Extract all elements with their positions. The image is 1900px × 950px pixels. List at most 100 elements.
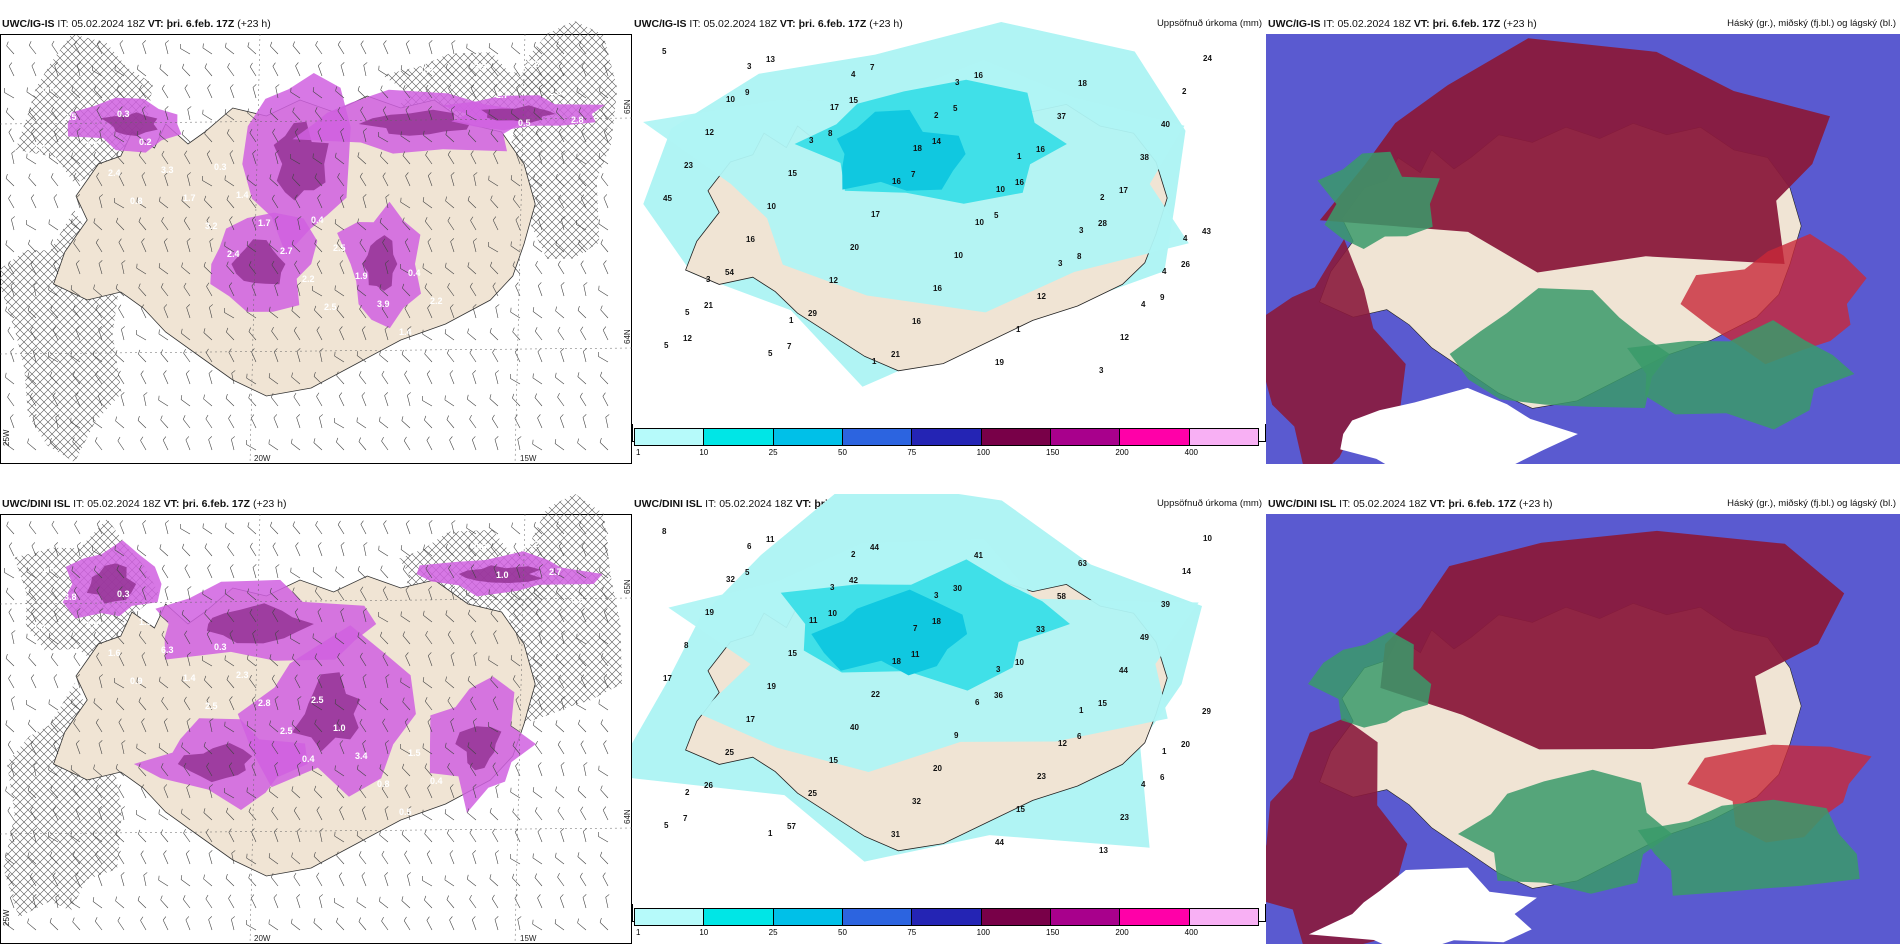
wind-barb bbox=[492, 696, 499, 711]
barb-staff bbox=[450, 241, 455, 253]
barb-flag bbox=[269, 654, 272, 659]
barb-staff bbox=[114, 69, 125, 77]
barb-staff bbox=[115, 420, 125, 429]
wind-barb bbox=[402, 85, 411, 99]
barb-staff bbox=[250, 897, 257, 909]
barb-staff bbox=[204, 67, 213, 77]
barb-staff bbox=[202, 47, 213, 55]
barb-flag bbox=[183, 216, 187, 221]
wind-barb bbox=[296, 414, 301, 429]
wind-barb bbox=[48, 832, 59, 843]
barb-staff bbox=[405, 43, 411, 55]
barb-staff bbox=[48, 637, 59, 645]
wind-value-label: 1.5 bbox=[408, 748, 421, 758]
barb-staff bbox=[139, 568, 147, 579]
barb-staff bbox=[312, 703, 323, 711]
barb-flag bbox=[445, 544, 448, 549]
barb-flag bbox=[96, 106, 100, 111]
wind-barb bbox=[292, 41, 301, 55]
barb-flag bbox=[402, 151, 405, 156]
barb-flag bbox=[138, 631, 142, 636]
wind-barb bbox=[50, 305, 59, 319]
barb-staff bbox=[95, 308, 103, 319]
barb-flag bbox=[489, 328, 492, 333]
barb-flag bbox=[203, 394, 205, 399]
barb-flag bbox=[605, 414, 610, 418]
barb-flag bbox=[48, 699, 50, 704]
barb-staff bbox=[360, 44, 367, 55]
barb-flag bbox=[426, 436, 430, 441]
wind-barb bbox=[225, 42, 235, 55]
wind-barb bbox=[378, 612, 389, 623]
barb-flag bbox=[293, 326, 297, 331]
wind-barb bbox=[209, 718, 214, 733]
barb-flag bbox=[272, 608, 276, 613]
barb-staff bbox=[598, 637, 609, 645]
wind-barb bbox=[337, 520, 345, 535]
wind-barb bbox=[27, 372, 37, 385]
barb-flag bbox=[268, 853, 271, 858]
wind-barb bbox=[337, 652, 345, 667]
barb-flag bbox=[576, 220, 578, 225]
barb-flag bbox=[600, 371, 603, 377]
barb-staff bbox=[98, 263, 103, 275]
barb-staff bbox=[556, 45, 565, 55]
barb-flag bbox=[450, 238, 454, 242]
barb-flag bbox=[513, 62, 517, 68]
barb-flag bbox=[598, 633, 601, 638]
wind-barb bbox=[469, 828, 477, 843]
barb-flag bbox=[225, 522, 227, 528]
barb-flag bbox=[114, 65, 116, 70]
wind-barb bbox=[313, 372, 323, 385]
wind-barb bbox=[271, 740, 279, 755]
wind-barb bbox=[534, 807, 543, 821]
barb-flag bbox=[99, 128, 104, 132]
precip-value-label: 17 bbox=[1119, 186, 1128, 195]
barb-flag bbox=[532, 919, 534, 925]
barb-staff bbox=[600, 243, 609, 253]
barb-flag bbox=[205, 414, 209, 420]
wind-barb bbox=[578, 239, 587, 253]
wind-barb bbox=[136, 197, 147, 209]
barb-staff bbox=[580, 197, 587, 209]
barb-staff bbox=[53, 197, 59, 209]
barb-staff bbox=[357, 288, 367, 297]
barb-staff bbox=[361, 809, 367, 821]
barb-staff bbox=[115, 768, 125, 777]
precip-value-label: 32 bbox=[912, 797, 921, 806]
barb-flag bbox=[246, 440, 248, 445]
barb-flag bbox=[271, 740, 275, 746]
barb-staff bbox=[469, 352, 477, 363]
wind-barb bbox=[469, 348, 477, 363]
barb-staff bbox=[161, 700, 169, 711]
barb-flag bbox=[30, 260, 34, 265]
wind-barb bbox=[314, 653, 323, 667]
wind-barb bbox=[272, 128, 279, 143]
wind-barb bbox=[556, 587, 565, 601]
wind-barb bbox=[515, 150, 521, 165]
wind-barb bbox=[356, 897, 367, 909]
wind-barb bbox=[159, 64, 169, 77]
barb-flag bbox=[73, 586, 77, 591]
barb-flag bbox=[224, 109, 227, 114]
wind-barb bbox=[424, 415, 433, 429]
barb-flag bbox=[183, 828, 186, 834]
wind-barb bbox=[202, 523, 213, 535]
wind-barb bbox=[427, 784, 433, 799]
barb-staff bbox=[119, 43, 125, 55]
barb-flag bbox=[249, 128, 253, 134]
barb-staff bbox=[467, 266, 477, 275]
barb-staff bbox=[114, 682, 125, 689]
barb-flag bbox=[181, 130, 184, 135]
barb-staff bbox=[208, 853, 213, 865]
precip-value-label: 12 bbox=[1120, 333, 1129, 342]
barb-staff bbox=[119, 109, 125, 121]
precip-value-label: 49 bbox=[1140, 633, 1149, 642]
wind-barb bbox=[27, 306, 37, 319]
barb-staff bbox=[426, 920, 433, 931]
wind-barb bbox=[577, 372, 587, 385]
barb-staff bbox=[468, 133, 477, 143]
wind-barb bbox=[385, 674, 390, 689]
barb-staff bbox=[95, 788, 103, 799]
barb-flag bbox=[600, 785, 603, 790]
